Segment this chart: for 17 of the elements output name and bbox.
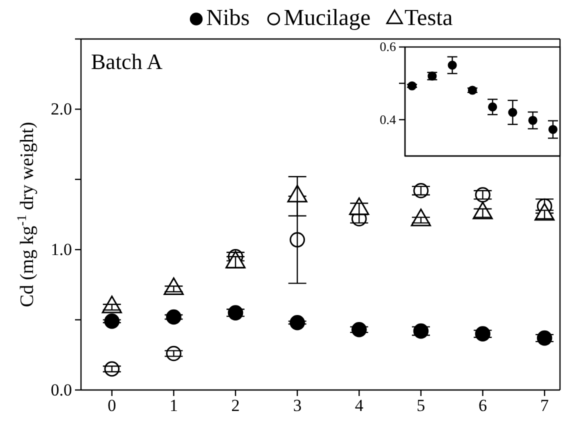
y-tick-label: 0.4 <box>380 112 396 127</box>
x-tick-label: 5 <box>416 396 426 416</box>
x-tick-label: 0 <box>108 396 116 416</box>
y-tick-label: 0.6 <box>380 39 396 54</box>
x-tick-label: 7 <box>540 396 550 416</box>
legend-label: Testa <box>404 5 453 30</box>
x-tick-label: 1 <box>169 396 178 416</box>
y-tick-label: 2.0 <box>50 100 72 119</box>
y-tick-label: 1.0 <box>50 240 72 260</box>
legend-label: Mucilage <box>284 5 371 30</box>
y-tick-label: 0.0 <box>50 380 72 400</box>
x-tick-label: 6 <box>478 396 487 416</box>
annotation: Batch A <box>91 49 163 74</box>
x-tick-label: 2 <box>231 396 240 416</box>
legend-label: Nibs <box>206 5 250 30</box>
x-tick-label: 4 <box>354 396 364 416</box>
x-tick-label: 3 <box>293 396 302 416</box>
